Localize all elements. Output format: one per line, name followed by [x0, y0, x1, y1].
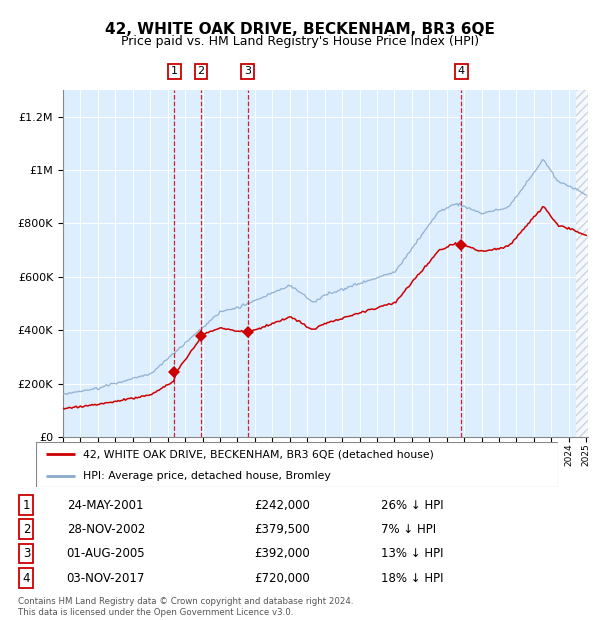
Text: Price paid vs. HM Land Registry's House Price Index (HPI): Price paid vs. HM Land Registry's House … — [121, 35, 479, 48]
Text: 01-AUG-2005: 01-AUG-2005 — [67, 547, 145, 560]
Text: 1: 1 — [171, 66, 178, 76]
Text: 42, WHITE OAK DRIVE, BECKENHAM, BR3 6QE (detached house): 42, WHITE OAK DRIVE, BECKENHAM, BR3 6QE … — [83, 449, 434, 459]
Text: HPI: Average price, detached house, Bromley: HPI: Average price, detached house, Brom… — [83, 471, 331, 480]
Bar — [576, 90, 588, 437]
Text: 2: 2 — [197, 66, 205, 76]
Text: £720,000: £720,000 — [254, 572, 310, 585]
Text: 3: 3 — [244, 66, 251, 76]
Text: £242,000: £242,000 — [254, 498, 310, 511]
Text: 26% ↓ HPI: 26% ↓ HPI — [380, 498, 443, 511]
Text: 7% ↓ HPI: 7% ↓ HPI — [380, 523, 436, 536]
Text: 2: 2 — [23, 523, 30, 536]
Text: Contains HM Land Registry data © Crown copyright and database right 2024.
This d: Contains HM Land Registry data © Crown c… — [18, 598, 353, 617]
Text: 3: 3 — [23, 547, 30, 560]
Text: 42, WHITE OAK DRIVE, BECKENHAM, BR3 6QE: 42, WHITE OAK DRIVE, BECKENHAM, BR3 6QE — [105, 22, 495, 37]
Text: 24-MAY-2001: 24-MAY-2001 — [67, 498, 143, 511]
Text: 1: 1 — [23, 498, 30, 511]
Text: 13% ↓ HPI: 13% ↓ HPI — [380, 547, 443, 560]
Text: 03-NOV-2017: 03-NOV-2017 — [67, 572, 145, 585]
Text: 28-NOV-2002: 28-NOV-2002 — [67, 523, 145, 536]
Text: £379,500: £379,500 — [254, 523, 310, 536]
FancyBboxPatch shape — [36, 442, 558, 487]
Text: 18% ↓ HPI: 18% ↓ HPI — [380, 572, 443, 585]
Text: 4: 4 — [23, 572, 30, 585]
Text: 4: 4 — [458, 66, 465, 76]
Text: £392,000: £392,000 — [254, 547, 310, 560]
